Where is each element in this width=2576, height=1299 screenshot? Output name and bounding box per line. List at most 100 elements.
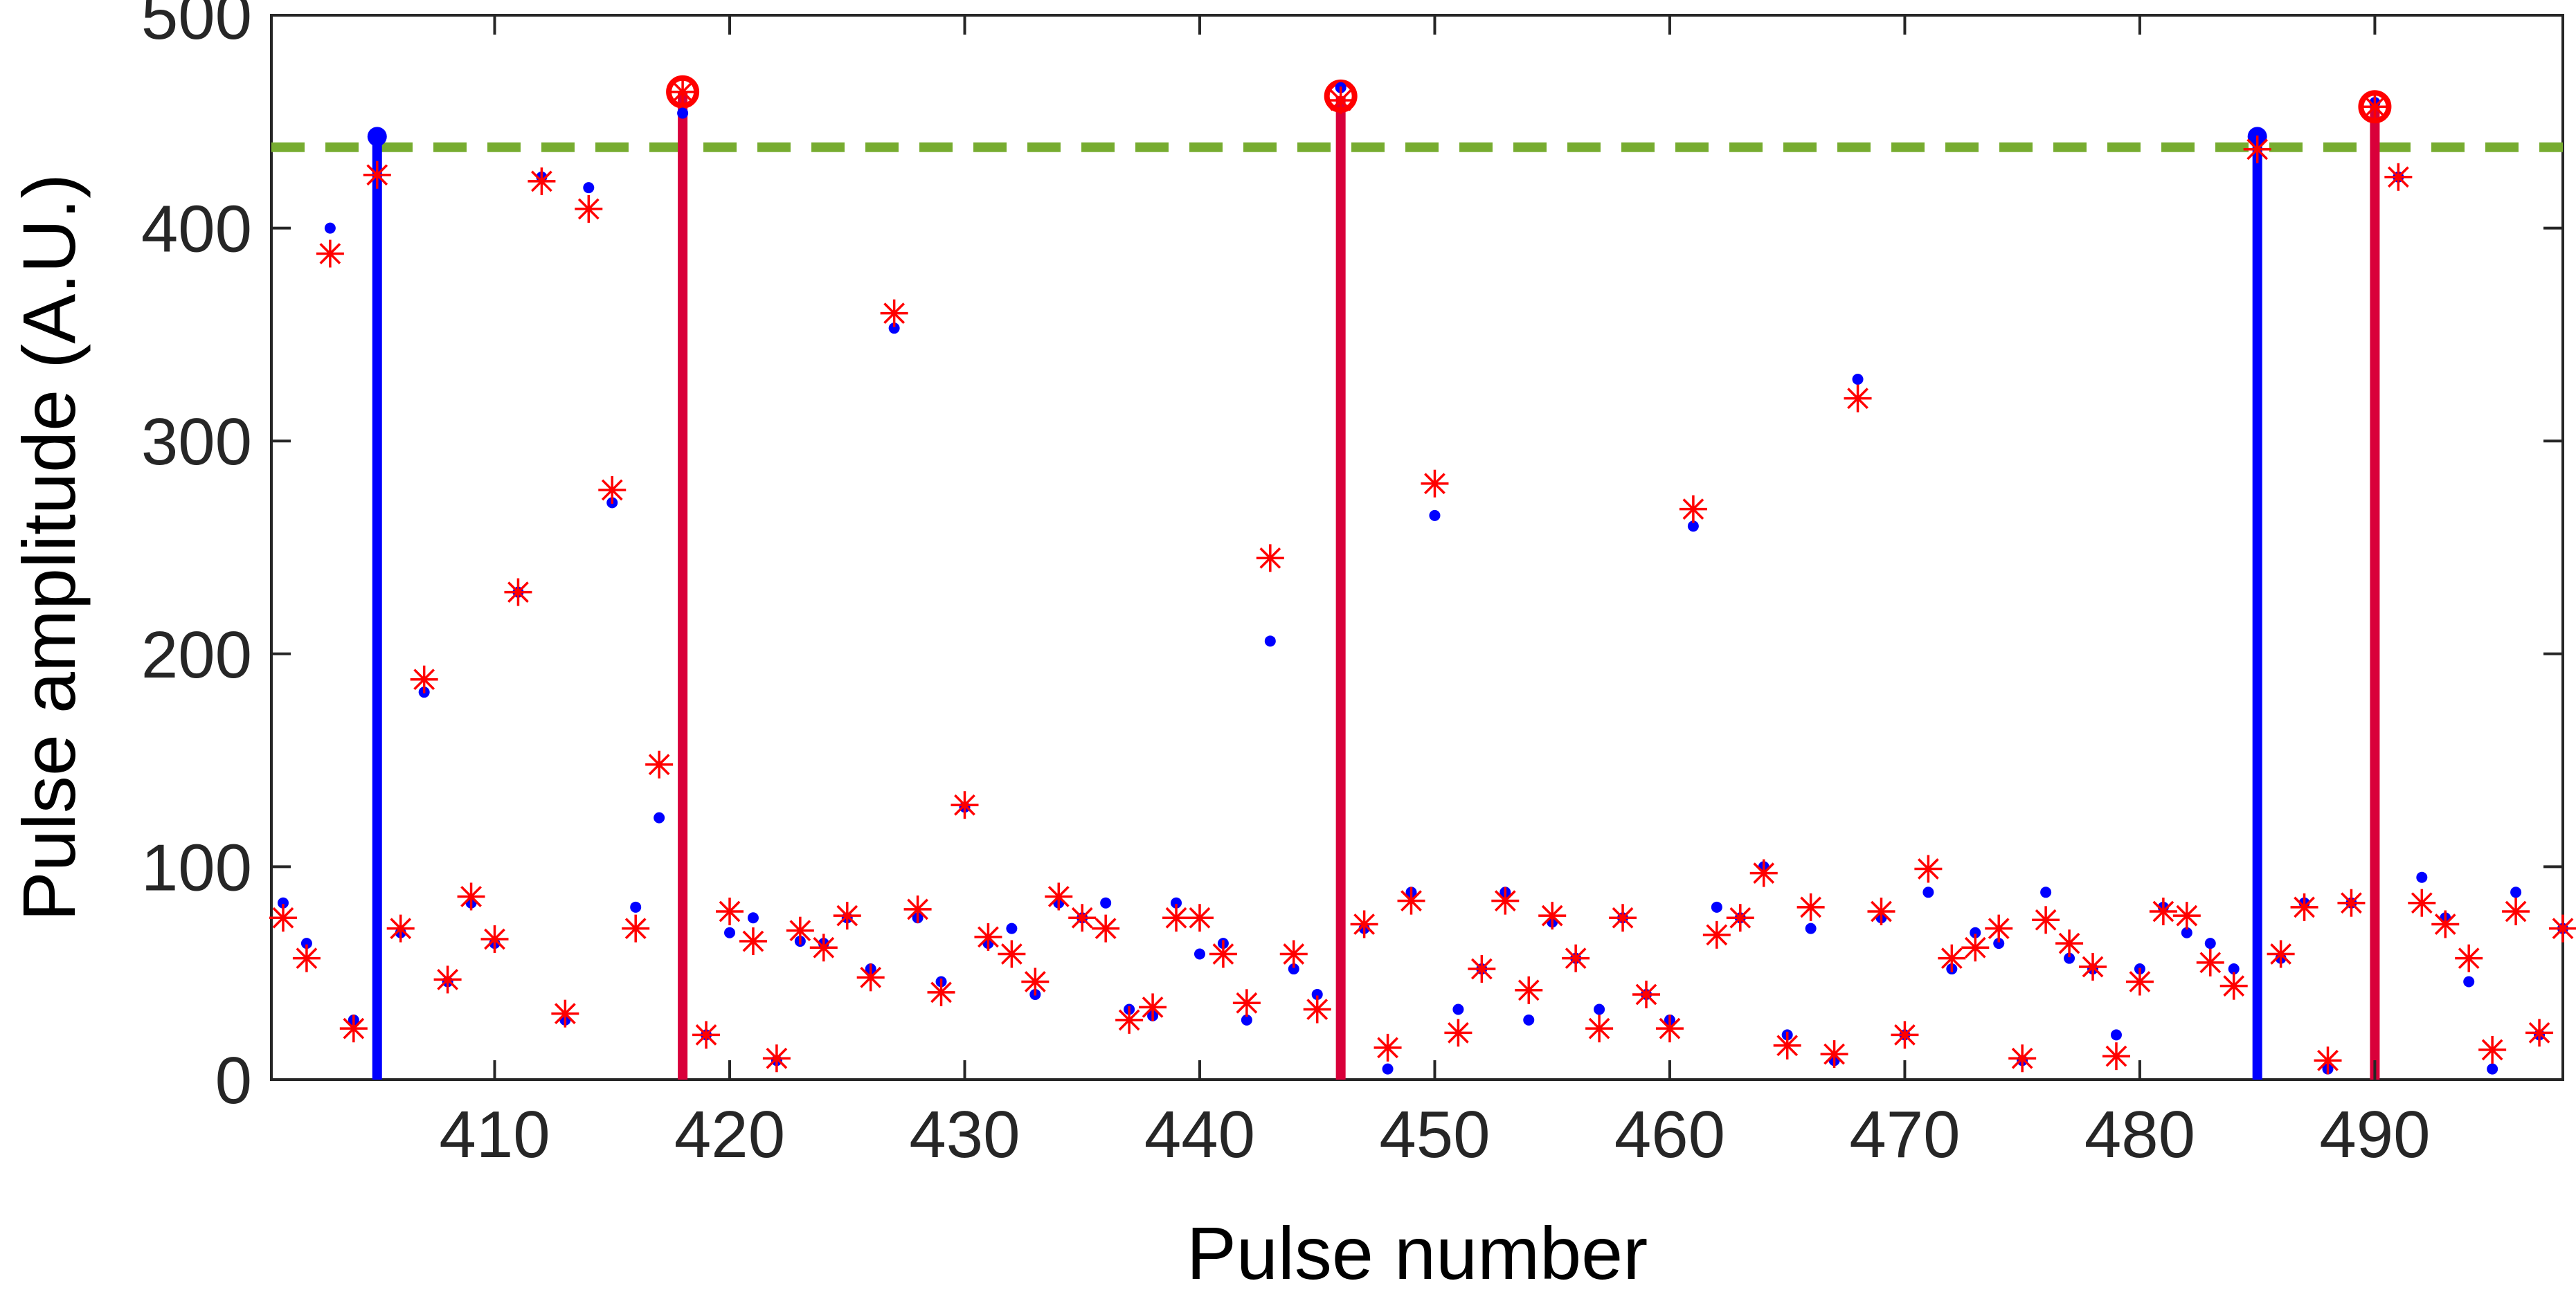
- blue-point-461: [1687, 520, 1699, 532]
- red-asterisk-452: [1468, 955, 1496, 983]
- blue-point-416: [630, 901, 642, 913]
- blue-point-421: [747, 912, 759, 924]
- red-asterisk-497: [2525, 1019, 2554, 1047]
- red-asterisk-407: [410, 665, 438, 693]
- red-asterisk-482: [2172, 902, 2201, 930]
- red-asterisk-480: [2125, 968, 2154, 996]
- red-asterisk-406: [386, 914, 415, 943]
- red-asterisk-426: [856, 963, 885, 992]
- red-asterisk-409: [457, 882, 485, 911]
- blue-point-403: [324, 222, 336, 234]
- blue-point-451: [1452, 1003, 1464, 1015]
- blue-point-436: [1100, 897, 1112, 909]
- x-tick-label-490: 490: [2319, 1098, 2430, 1172]
- red-asterisk-446: [1326, 87, 1355, 115]
- red-asterisk-455: [1538, 902, 1567, 930]
- red-asterisk-466: [1796, 893, 1825, 921]
- y-axis-ticks: 0 100 200 300 400 500: [141, 0, 2563, 1118]
- red-asterisk-412: [528, 167, 556, 195]
- blue-point-477: [2064, 952, 2075, 964]
- red-asterisk-468: [1844, 384, 1872, 412]
- blue-point-443: [1264, 635, 1276, 647]
- red-asterisk-403: [316, 239, 344, 268]
- red-asterisk-481: [2149, 897, 2177, 925]
- x-tick-label-440: 440: [1144, 1098, 1255, 1172]
- red-asterisk-423: [786, 916, 814, 945]
- blue-point-450: [1429, 509, 1441, 521]
- blue-point-484: [2228, 963, 2240, 975]
- red-asterisk-465: [1773, 1031, 1801, 1060]
- red-asterisk-473: [1961, 934, 1990, 962]
- blue-point-401: [277, 897, 289, 909]
- red-asterisk-404: [339, 1015, 368, 1043]
- blue-point-479: [2110, 1029, 2122, 1041]
- red-asterisk-486: [2267, 940, 2295, 968]
- red-asterisk-472: [1938, 944, 1966, 972]
- red-asterisk-476: [2032, 906, 2060, 934]
- red-asterisk-457: [1585, 1015, 1614, 1043]
- red-asterisk-485: [2243, 135, 2271, 163]
- blue-point-442: [1241, 1014, 1252, 1026]
- y-tick-label-200: 200: [141, 618, 252, 692]
- blue-point-448: [1382, 1063, 1394, 1075]
- x-tick-label-470: 470: [1849, 1098, 1960, 1172]
- red-asterisk-459: [1632, 980, 1660, 1008]
- blue-point-496: [2510, 887, 2522, 898]
- red-asterisk-442: [1232, 989, 1261, 1017]
- red-asterisk-498: [2549, 914, 2576, 943]
- blue-point-420: [724, 927, 735, 938]
- y-tick-label-400: 400: [141, 192, 252, 266]
- red-asterisk-402: [292, 944, 321, 972]
- red-asterisk-458: [1609, 904, 1637, 932]
- blue-point-492: [2416, 871, 2428, 883]
- red-asterisk-401: [269, 904, 297, 932]
- red-asterisk-495: [2478, 1035, 2507, 1064]
- red-asterisk-444: [1279, 940, 1308, 968]
- red-asterisk-454: [1515, 976, 1543, 1004]
- red-asterisk-427: [880, 299, 908, 327]
- blue-point-495: [2487, 1063, 2498, 1075]
- plot-area: [270, 14, 2564, 1081]
- x-tick-label-430: 430: [909, 1098, 1020, 1172]
- blue-point-454: [1523, 1014, 1535, 1026]
- blue-point-427: [888, 323, 900, 334]
- red-asterisk-453: [1491, 887, 1520, 915]
- red-asterisk-419: [692, 1021, 721, 1049]
- blue-point-414: [583, 182, 595, 194]
- y-tick-label-100: 100: [141, 830, 252, 905]
- red-asterisk-496: [2502, 897, 2530, 925]
- red-asterisk-421: [739, 927, 767, 956]
- red-asterisk-479: [2102, 1042, 2130, 1071]
- x-tick-label-460: 460: [1614, 1098, 1725, 1172]
- red-asterisk-434: [1045, 882, 1073, 911]
- blue-point-471: [1922, 887, 1934, 898]
- red-asterisk-461: [1679, 495, 1707, 523]
- red-asterisk-431: [974, 923, 1002, 951]
- blue-point-462: [1711, 901, 1722, 913]
- red-asterisk-441: [1209, 940, 1237, 968]
- blue-point-483: [2204, 938, 2216, 950]
- red-asterisk-422: [762, 1044, 791, 1073]
- red-asterisk-410: [480, 925, 509, 953]
- red-asterisk-433: [1021, 968, 1050, 996]
- red-asterisk-491: [2384, 163, 2413, 191]
- red-asterisk-450: [1421, 469, 1449, 498]
- red-asterisk-475: [2008, 1044, 2037, 1073]
- red-asterisk-424: [809, 934, 838, 962]
- y-axis-label: Pulse amplitude (A.U.): [7, 174, 91, 921]
- blue-point-418: [677, 107, 689, 119]
- points-layer: [269, 78, 2576, 1075]
- blue-point-445: [1311, 988, 1323, 1000]
- blue-point-468: [1852, 373, 1864, 385]
- red-asterisk-411: [504, 578, 532, 606]
- red-asterisk-469: [1867, 897, 1895, 925]
- red-asterisk-477: [2055, 929, 2084, 958]
- blue-point-432: [1006, 923, 1018, 934]
- blue-point-405: [371, 131, 383, 143]
- red-asterisk-415: [598, 475, 627, 504]
- red-asterisk-456: [1562, 944, 1590, 972]
- red-asterisk-449: [1397, 887, 1425, 915]
- red-asterisk-420: [716, 897, 744, 925]
- red-asterisk-432: [998, 940, 1026, 968]
- x-tick-label-480: 480: [2084, 1098, 2195, 1172]
